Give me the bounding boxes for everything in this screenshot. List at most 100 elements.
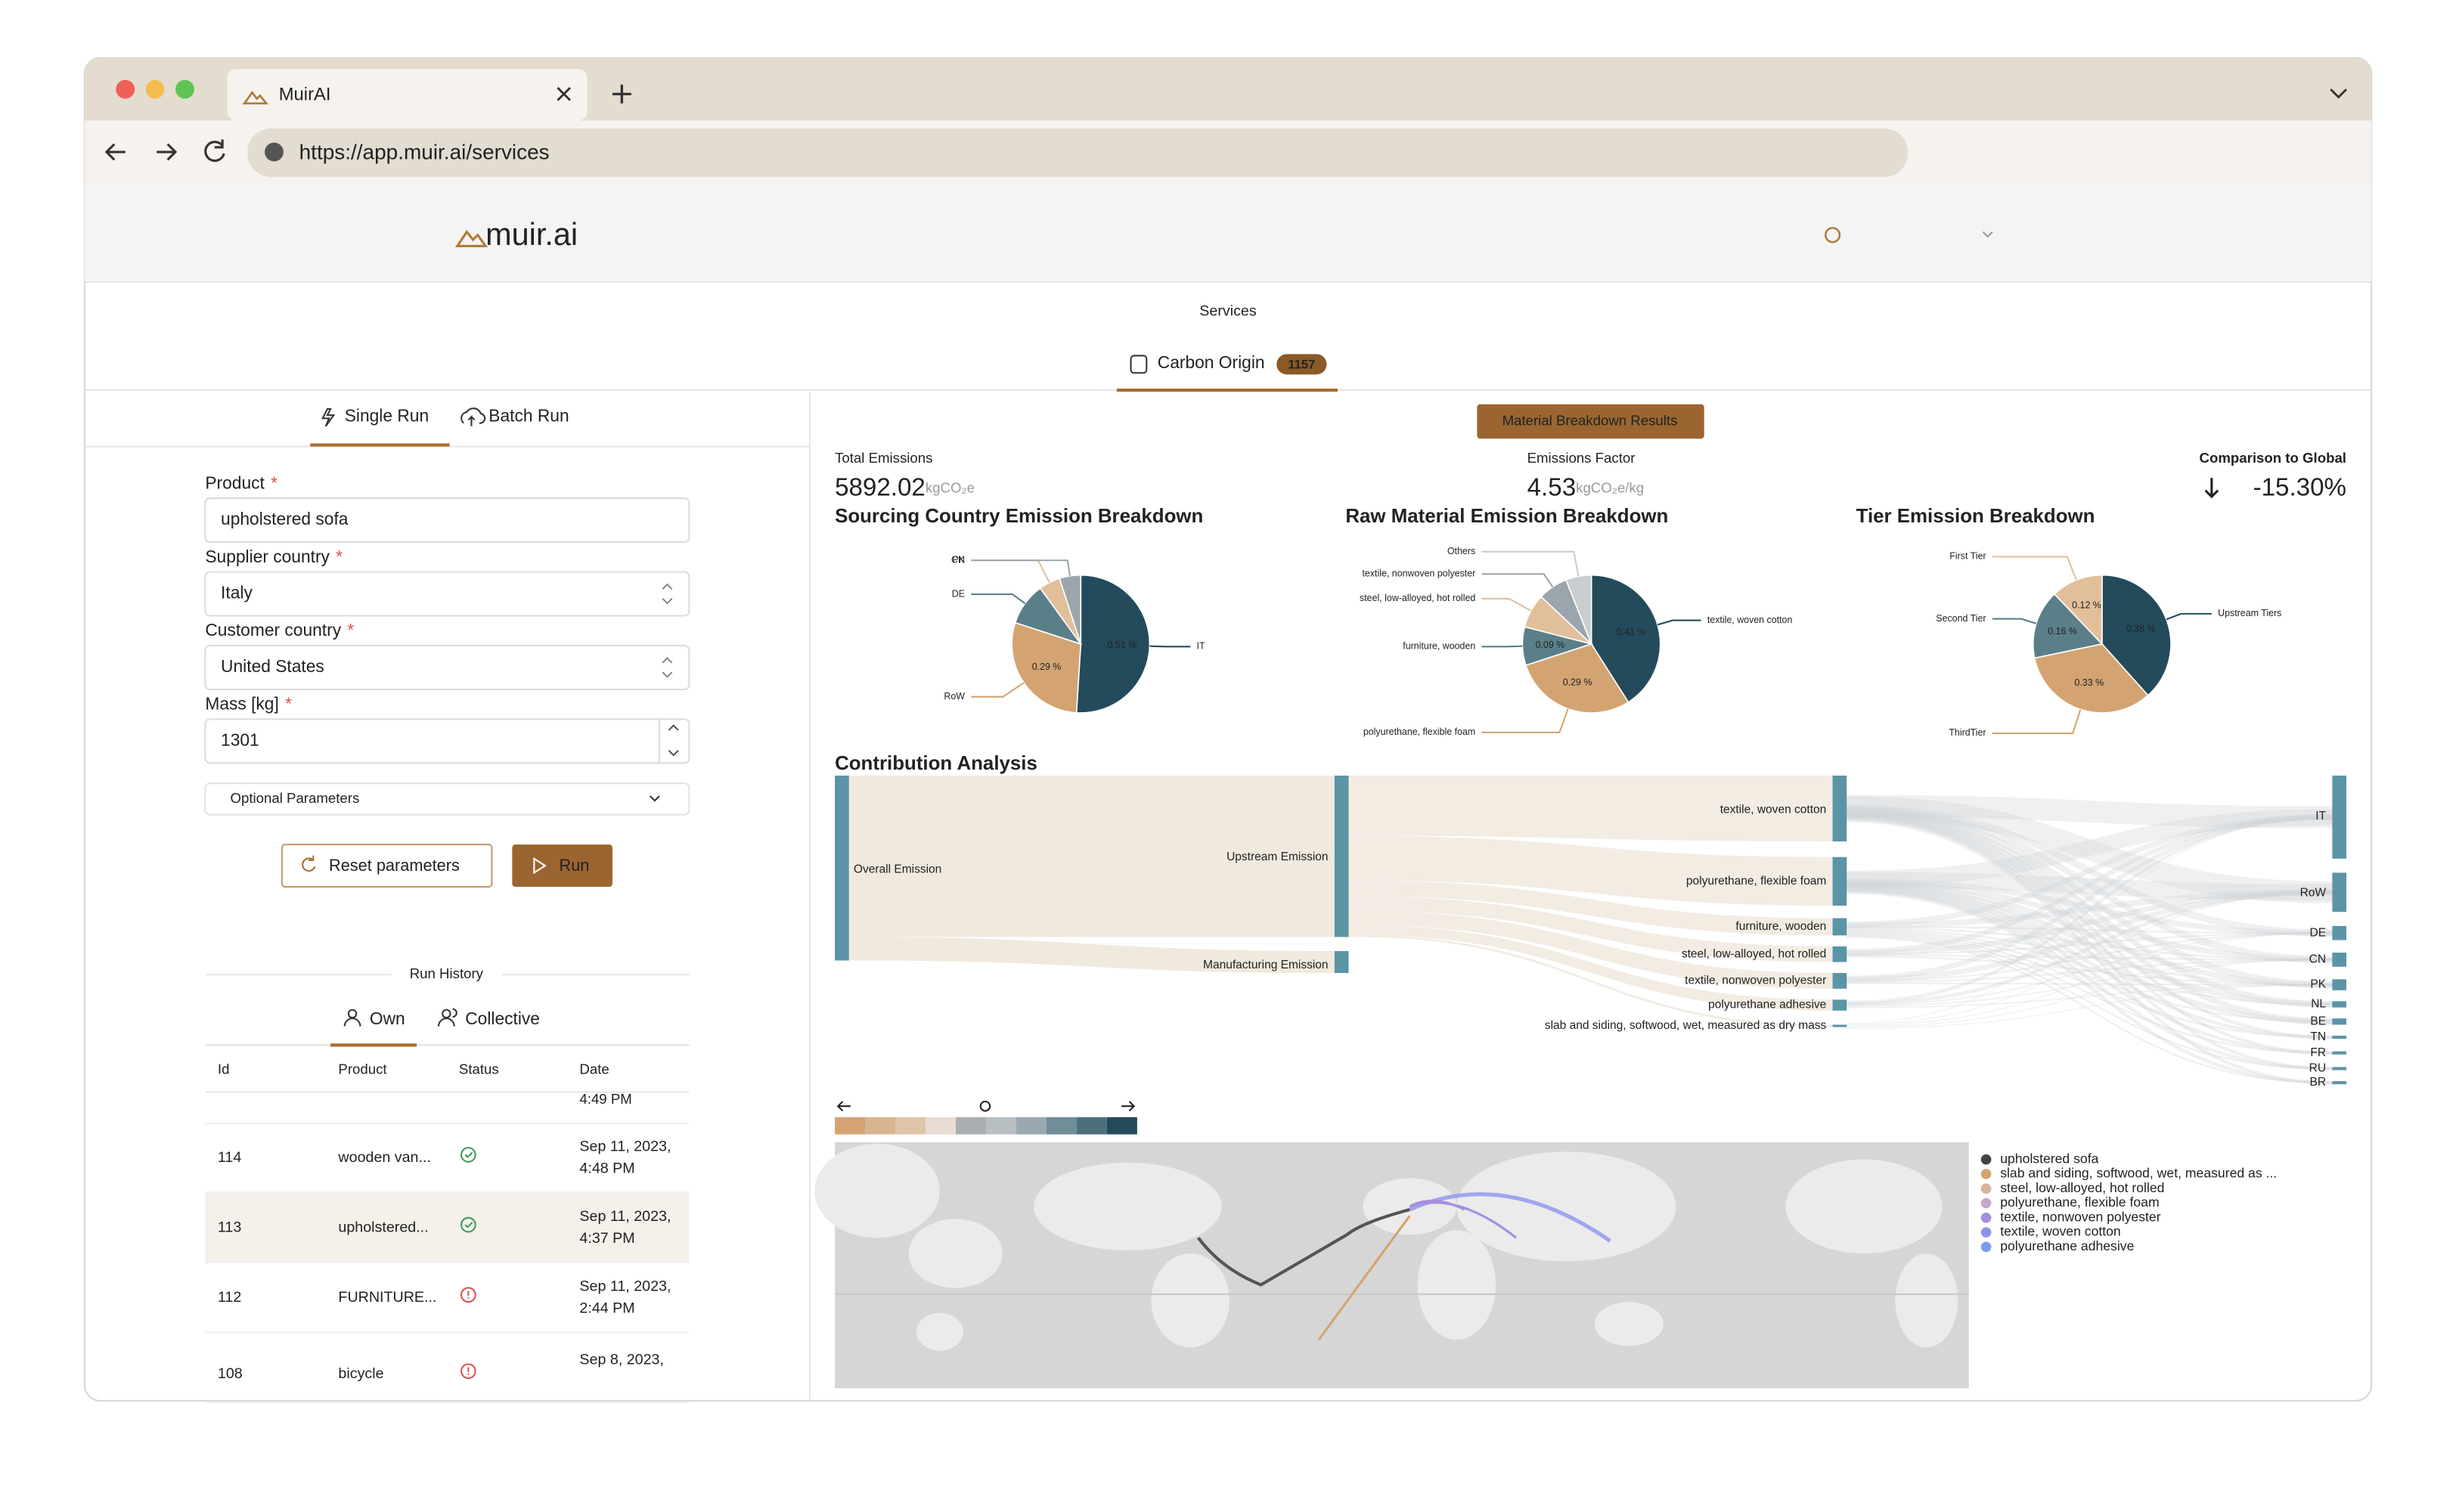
- reload[interactable]: [204, 139, 225, 163]
- input[interactable]: [204, 644, 690, 690]
- spinner[interactable]: [668, 724, 679, 757]
- required-mark: *: [271, 472, 278, 492]
- value-label: 0.38 %: [2126, 624, 2156, 634]
- flow: [1847, 934, 2333, 1070]
- flow: [1847, 890, 2333, 1006]
- slice-label: RoW: [944, 691, 965, 702]
- min-dot[interactable]: [145, 79, 165, 99]
- input[interactable]: [204, 571, 690, 617]
- flow: [1847, 808, 2333, 1008]
- flow: [1348, 835, 1833, 906]
- land: [1363, 1178, 1457, 1235]
- max-dot[interactable]: [175, 79, 194, 99]
- land: [1594, 1302, 1664, 1346]
- tab-close[interactable]: [557, 87, 572, 101]
- node-label: FR: [2310, 1046, 2326, 1059]
- cell: upholstered...: [338, 1219, 428, 1235]
- value-label: 0.29 %: [1563, 677, 1592, 688]
- cell: 4:37 PM: [579, 1230, 634, 1247]
- new-tab[interactable]: [612, 84, 631, 104]
- legend-label: polyurethane adhesive: [2000, 1238, 2134, 1253]
- flow: [1847, 814, 2333, 981]
- flow: [1847, 927, 2333, 961]
- user-icon[interactable]: [1825, 227, 1841, 243]
- slice-label: Others: [1447, 546, 1475, 556]
- sankey-node: [2332, 1035, 2346, 1040]
- legend-label: upholstered sofa: [2000, 1151, 2098, 1166]
- node-label: textile, woven cotton: [1720, 804, 1827, 816]
- input[interactable]: [204, 497, 690, 544]
- scale-swatch: [926, 1117, 956, 1135]
- flow: [1847, 932, 2333, 1006]
- reset-label: Reset parameters: [329, 856, 460, 875]
- flow: [1847, 889, 2333, 929]
- column-header: Id: [218, 1061, 230, 1077]
- mode-tab[interactable]: Single Run: [345, 405, 429, 425]
- nav-arrows[interactable]: [104, 143, 178, 161]
- flow: [1847, 928, 2333, 986]
- input-value: United States: [221, 656, 324, 676]
- flow: [848, 937, 1335, 974]
- chart-title: Sourcing Country Emission Breakdown: [835, 506, 1203, 527]
- cell: 112: [218, 1289, 241, 1306]
- history-tab[interactable]: Own: [370, 1009, 405, 1028]
- flow: [1847, 954, 2333, 961]
- nav-tab[interactable]: Carbon Origin: [1158, 352, 1265, 372]
- pie-slice: [1059, 574, 1082, 645]
- slice-label: IT: [1197, 641, 1205, 652]
- land: [908, 1219, 1003, 1288]
- node-label: BR: [2310, 1076, 2327, 1089]
- history-tab[interactable]: Collective: [465, 1009, 540, 1028]
- slice-label: textile, woven cotton: [1707, 615, 1793, 625]
- cell: bicycle: [338, 1365, 383, 1382]
- collapse[interactable]: [204, 782, 690, 816]
- sankey-node: [1334, 951, 1349, 974]
- run-label: Run: [560, 856, 590, 875]
- mode-tab[interactable]: Batch Run: [488, 405, 569, 425]
- node-label: polyurethane adhesive: [1708, 999, 1826, 1012]
- land: [1151, 1253, 1230, 1348]
- url[interactable]: https://app.muir.ai/services: [299, 140, 550, 163]
- status-icon: [460, 1363, 476, 1380]
- scale-swatch: [835, 1117, 866, 1135]
- map-arrows[interactable]: [836, 1101, 1136, 1112]
- reset-button[interactable]: [281, 844, 493, 888]
- sankey-node: [2332, 775, 2346, 859]
- flow: [1847, 956, 2333, 986]
- slice-label: First Tier: [1949, 551, 1986, 562]
- cell: Sep 11, 2023,: [579, 1138, 671, 1154]
- address-bar[interactable]: [247, 128, 1909, 178]
- value-label: 0.51 %: [1108, 640, 1137, 650]
- legend-label: polyurethane, flexible foam: [2000, 1194, 2159, 1210]
- legend-dot: [1980, 1169, 1992, 1179]
- flow: [1348, 880, 1833, 936]
- tab[interactable]: [227, 69, 588, 121]
- pie-slice: [1564, 574, 1592, 645]
- flow: [1847, 959, 2333, 1007]
- row-highlight: [205, 1193, 690, 1263]
- user-menu[interactable]: [1982, 231, 1993, 238]
- leader-line: [971, 593, 1026, 605]
- map-center[interactable]: [979, 1100, 991, 1112]
- slice-label: DE: [952, 588, 965, 599]
- value-label: 0.12 %: [2072, 600, 2101, 610]
- flow: [1847, 806, 2333, 964]
- close-dot[interactable]: [116, 79, 135, 99]
- legend-dot: [1980, 1227, 1992, 1238]
- tab-menu[interactable]: [2330, 88, 2348, 99]
- land: [1895, 1253, 1958, 1348]
- metric-value: -15.30%: [2253, 473, 2346, 501]
- legend-dot: [1980, 1198, 1992, 1209]
- sankey-node: [835, 775, 849, 961]
- run-button[interactable]: [512, 844, 612, 888]
- results-button[interactable]: [1477, 404, 1704, 439]
- chart-title: Contribution Analysis: [835, 753, 1037, 774]
- legend-dot: [1980, 1212, 1992, 1223]
- sankey-node: [1832, 999, 1847, 1011]
- leader-line: [2166, 612, 2212, 621]
- input[interactable]: [204, 718, 690, 764]
- scale-swatch: [895, 1117, 926, 1135]
- leader-line: [1481, 708, 1569, 733]
- flow: [1847, 879, 2333, 962]
